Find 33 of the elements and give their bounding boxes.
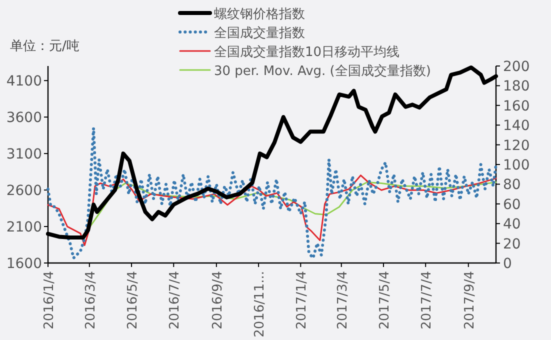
y2-tick-label: 140	[503, 118, 530, 134]
x-tick-label: 2017/3/4	[335, 271, 350, 330]
legend-label: 全国成交量指数	[214, 25, 305, 41]
y2-tick-label: 200	[503, 59, 530, 75]
x-tick-label: 2016/11...	[252, 271, 268, 338]
y2-tick-label: 160	[503, 98, 530, 114]
x-tick-label: 2016/3/4	[83, 271, 98, 330]
x-tick-label: 2017/9/4	[462, 271, 478, 330]
x-tick-label: 2016/9/4	[210, 271, 226, 330]
text: 单位：元/吨	[10, 39, 80, 54]
x-tick-label: 2017/1/4	[294, 271, 310, 330]
x-tick-label: 2016/5/4	[126, 271, 141, 330]
y2-tick-label: 120	[503, 138, 530, 154]
y2-tick-label: 40	[503, 216, 521, 233]
y2-tick-label: 180	[503, 78, 530, 95]
y2-tick-label: 80	[503, 177, 521, 194]
x-tick-label: 2016/1/4	[42, 271, 57, 330]
y-tick-label: 1600	[6, 256, 42, 272]
y-tick-label: 3100	[6, 146, 42, 163]
y-tick-label: 2600	[6, 183, 42, 200]
x-tick-label: 2016/7/4	[168, 271, 183, 330]
y2-tick-label: 100	[503, 158, 530, 174]
y-tick-label: 3600	[6, 110, 42, 126]
legend-label: 全国成交量指数10日移动平均线	[214, 44, 400, 60]
legend-label: 螺纹钢价格指数	[214, 7, 305, 22]
y-tick-label: 4100	[6, 74, 42, 90]
y2-tick-label: 0	[503, 256, 512, 272]
y-tick-label: 2100	[6, 220, 42, 236]
x-tick-label: 2017/7/4	[420, 271, 435, 330]
legend-label: 30 per. Mov. Avg. (全国成交量指数)	[214, 63, 431, 79]
y2-tick-label: 20	[503, 236, 521, 252]
y2-tick-label: 60	[503, 196, 521, 213]
x-tick-label: 2017/5/4	[377, 271, 392, 330]
